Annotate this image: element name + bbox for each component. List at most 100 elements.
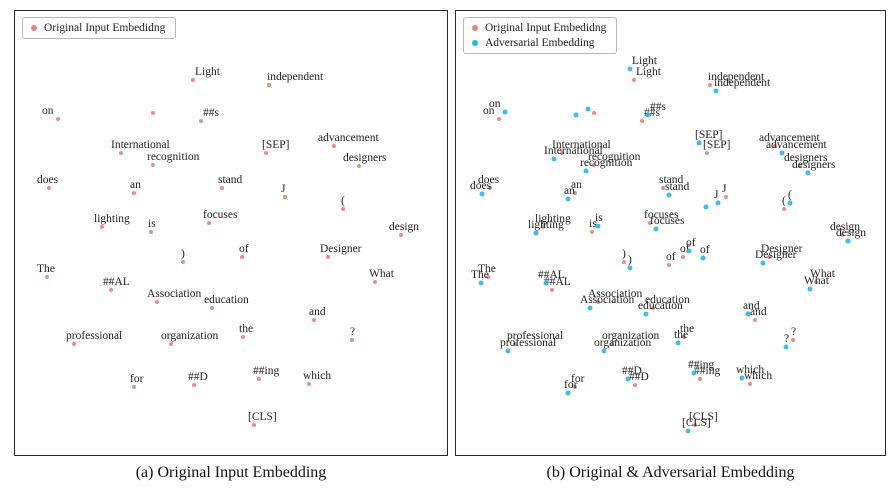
scatter-point xyxy=(798,164,802,168)
scatter-point xyxy=(627,66,633,72)
scatter-point xyxy=(541,225,545,229)
scatter-point xyxy=(151,163,155,167)
point-label: design xyxy=(389,221,420,233)
legend-item: Adversarial Embedding xyxy=(472,37,606,49)
scatter-point xyxy=(210,306,214,310)
point-label: design xyxy=(836,227,867,239)
point-label: organization xyxy=(161,330,219,342)
scatter-point xyxy=(399,233,403,237)
point-label: focuses xyxy=(203,209,238,221)
point-label: ) xyxy=(181,248,185,260)
point-label: of xyxy=(666,251,676,263)
point-label: J xyxy=(714,189,719,201)
scatter-point xyxy=(199,119,203,123)
point-label: Association xyxy=(588,288,643,300)
point-label: advancement xyxy=(759,132,820,144)
scatter-point xyxy=(513,342,517,346)
scatter-point xyxy=(700,255,706,261)
point-label: What xyxy=(804,275,829,287)
scatter-point xyxy=(745,311,751,317)
scatter-point xyxy=(312,318,316,322)
point-label: professional xyxy=(507,330,564,342)
point-label: [CLS] xyxy=(689,411,718,423)
scatter-point xyxy=(625,376,631,382)
point-label: stand xyxy=(218,174,243,186)
scatter-point xyxy=(573,385,577,389)
point-label: is xyxy=(589,218,597,230)
point-label: focuses xyxy=(650,215,685,227)
plot-area-b: Light independent on ##s International [SEP] a… xyxy=(456,11,885,455)
point-label: lighting xyxy=(528,219,564,231)
point-label: [CLS] xyxy=(682,417,711,429)
point-label: which xyxy=(736,364,765,376)
point-label: of xyxy=(700,244,710,256)
scatter-point xyxy=(640,119,644,123)
scatter-point xyxy=(840,233,844,237)
point-label: on xyxy=(489,98,501,110)
scatter-point xyxy=(693,423,697,427)
scatter-point xyxy=(565,390,571,396)
point-label: the xyxy=(674,329,689,341)
point-label: [SEP] xyxy=(703,139,731,151)
scatter-point xyxy=(169,342,173,346)
scatter-point xyxy=(715,200,721,206)
scatter-point xyxy=(543,280,549,286)
scatter-point xyxy=(753,318,757,322)
scatter-point xyxy=(497,117,501,121)
scatter-point xyxy=(533,230,539,236)
scatter-point xyxy=(739,375,745,381)
scatter-point xyxy=(622,260,626,264)
scatter-point xyxy=(703,204,709,210)
point-label: What xyxy=(810,268,835,280)
scatter-point xyxy=(782,207,786,211)
point-label: does xyxy=(37,174,59,186)
point-label: on xyxy=(42,105,54,117)
point-label: The xyxy=(37,263,55,275)
point-label: the xyxy=(680,323,695,335)
caption-panel-a: (a) Original Input Embedding xyxy=(135,464,327,481)
scatter-point xyxy=(486,275,490,279)
point-label: J xyxy=(722,183,727,195)
scatter-point xyxy=(682,335,686,339)
scatter-point xyxy=(705,151,709,155)
scatter-point xyxy=(550,288,554,292)
point-label: ##D xyxy=(622,365,642,377)
point-label: ) xyxy=(628,254,632,266)
scatter-point xyxy=(633,383,637,387)
scatter-point xyxy=(596,300,600,304)
point-label: Designer xyxy=(320,243,362,255)
scatter-point xyxy=(307,382,311,386)
scatter-point xyxy=(585,106,591,112)
point-label: Light xyxy=(636,66,661,78)
legend-label: Adversarial Embedding xyxy=(485,37,595,49)
point-label: ( xyxy=(341,195,345,207)
scatter-point xyxy=(807,286,813,292)
point-label: stand xyxy=(659,174,684,186)
point-label: is xyxy=(148,218,156,230)
point-label: and xyxy=(309,306,326,318)
scatter-point xyxy=(696,140,702,146)
point-label: of xyxy=(239,243,249,255)
point-label: What xyxy=(369,268,394,280)
scatter-point xyxy=(767,255,771,259)
point-label: of xyxy=(680,243,690,255)
scatter-point xyxy=(643,311,649,317)
scatter-point xyxy=(573,191,577,195)
scatter-point xyxy=(681,255,685,259)
legend-marker-icon xyxy=(472,40,478,46)
scatter-point xyxy=(805,170,811,176)
scatter-point xyxy=(181,260,185,264)
legend-marker-icon xyxy=(31,25,37,31)
scatter-point xyxy=(326,255,330,259)
scatter-point xyxy=(724,195,728,199)
point-label: ##ing xyxy=(253,365,280,377)
scatter-point xyxy=(583,168,589,174)
scatter-point xyxy=(505,348,511,354)
scatter-point xyxy=(592,111,596,115)
scatter-point xyxy=(478,280,484,286)
scatter-point xyxy=(241,335,245,339)
scatter-point xyxy=(267,83,271,87)
scatter-point xyxy=(632,78,636,82)
scatter-point xyxy=(149,230,153,234)
scatter-point xyxy=(119,151,123,155)
